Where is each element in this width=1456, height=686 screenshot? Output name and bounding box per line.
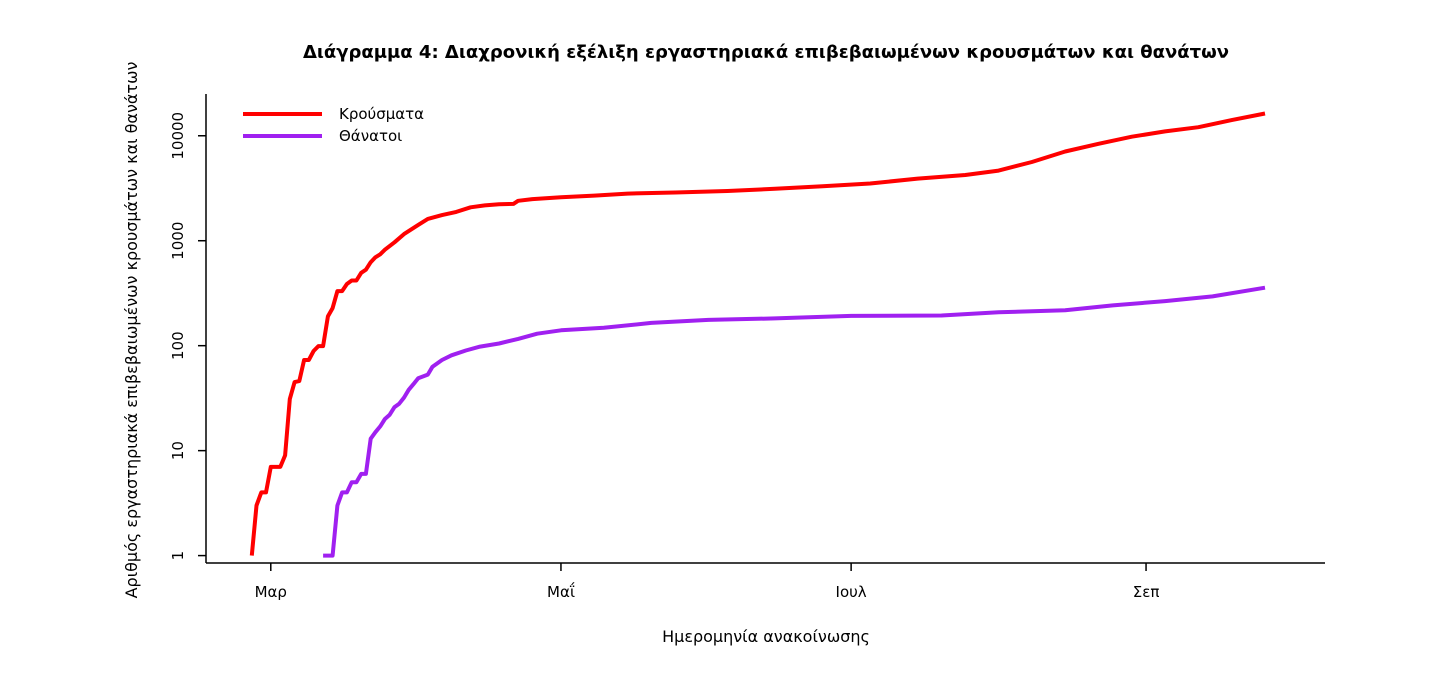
y-tick-label: 100: [169, 331, 187, 360]
chart-title: Διάγραμμα 4: Διαχρονική εξέλιξη εργαστηρ…: [303, 42, 1229, 63]
y-tick-label: 1000: [169, 222, 187, 260]
x-axis-label: Ημερομηνία ανακοίνωσης: [662, 627, 870, 646]
x-tick-label: Ιουλ: [836, 583, 867, 601]
series-layer: [249, 111, 1266, 558]
y-tick-label: 10000: [169, 112, 187, 160]
series-line-cases: [249, 111, 1266, 556]
legend: Κρούσματα Θάνατοι: [243, 105, 424, 145]
legend-label-cases: Κρούσματα: [339, 105, 424, 123]
x-tick-label: Μαρ: [255, 583, 287, 601]
x-tick-label: Σεπ: [1133, 583, 1160, 601]
y-axis-ticks: 1 10 100 1000 10000: [169, 112, 206, 560]
y-tick-label: 10: [169, 441, 187, 460]
y-axis-label: Αριθμός εργαστηριακά επιβεβαιωμένων κρου…: [122, 62, 141, 599]
y-tick-label: 1: [169, 551, 187, 561]
series-line-deaths: [323, 285, 1266, 558]
x-axis-ticks: Μαρ Μαΐ Ιουλ Σεπ: [255, 563, 1160, 601]
legend-label-deaths: Θάνατοι: [339, 127, 402, 145]
x-tick-label: Μαΐ: [547, 581, 575, 601]
